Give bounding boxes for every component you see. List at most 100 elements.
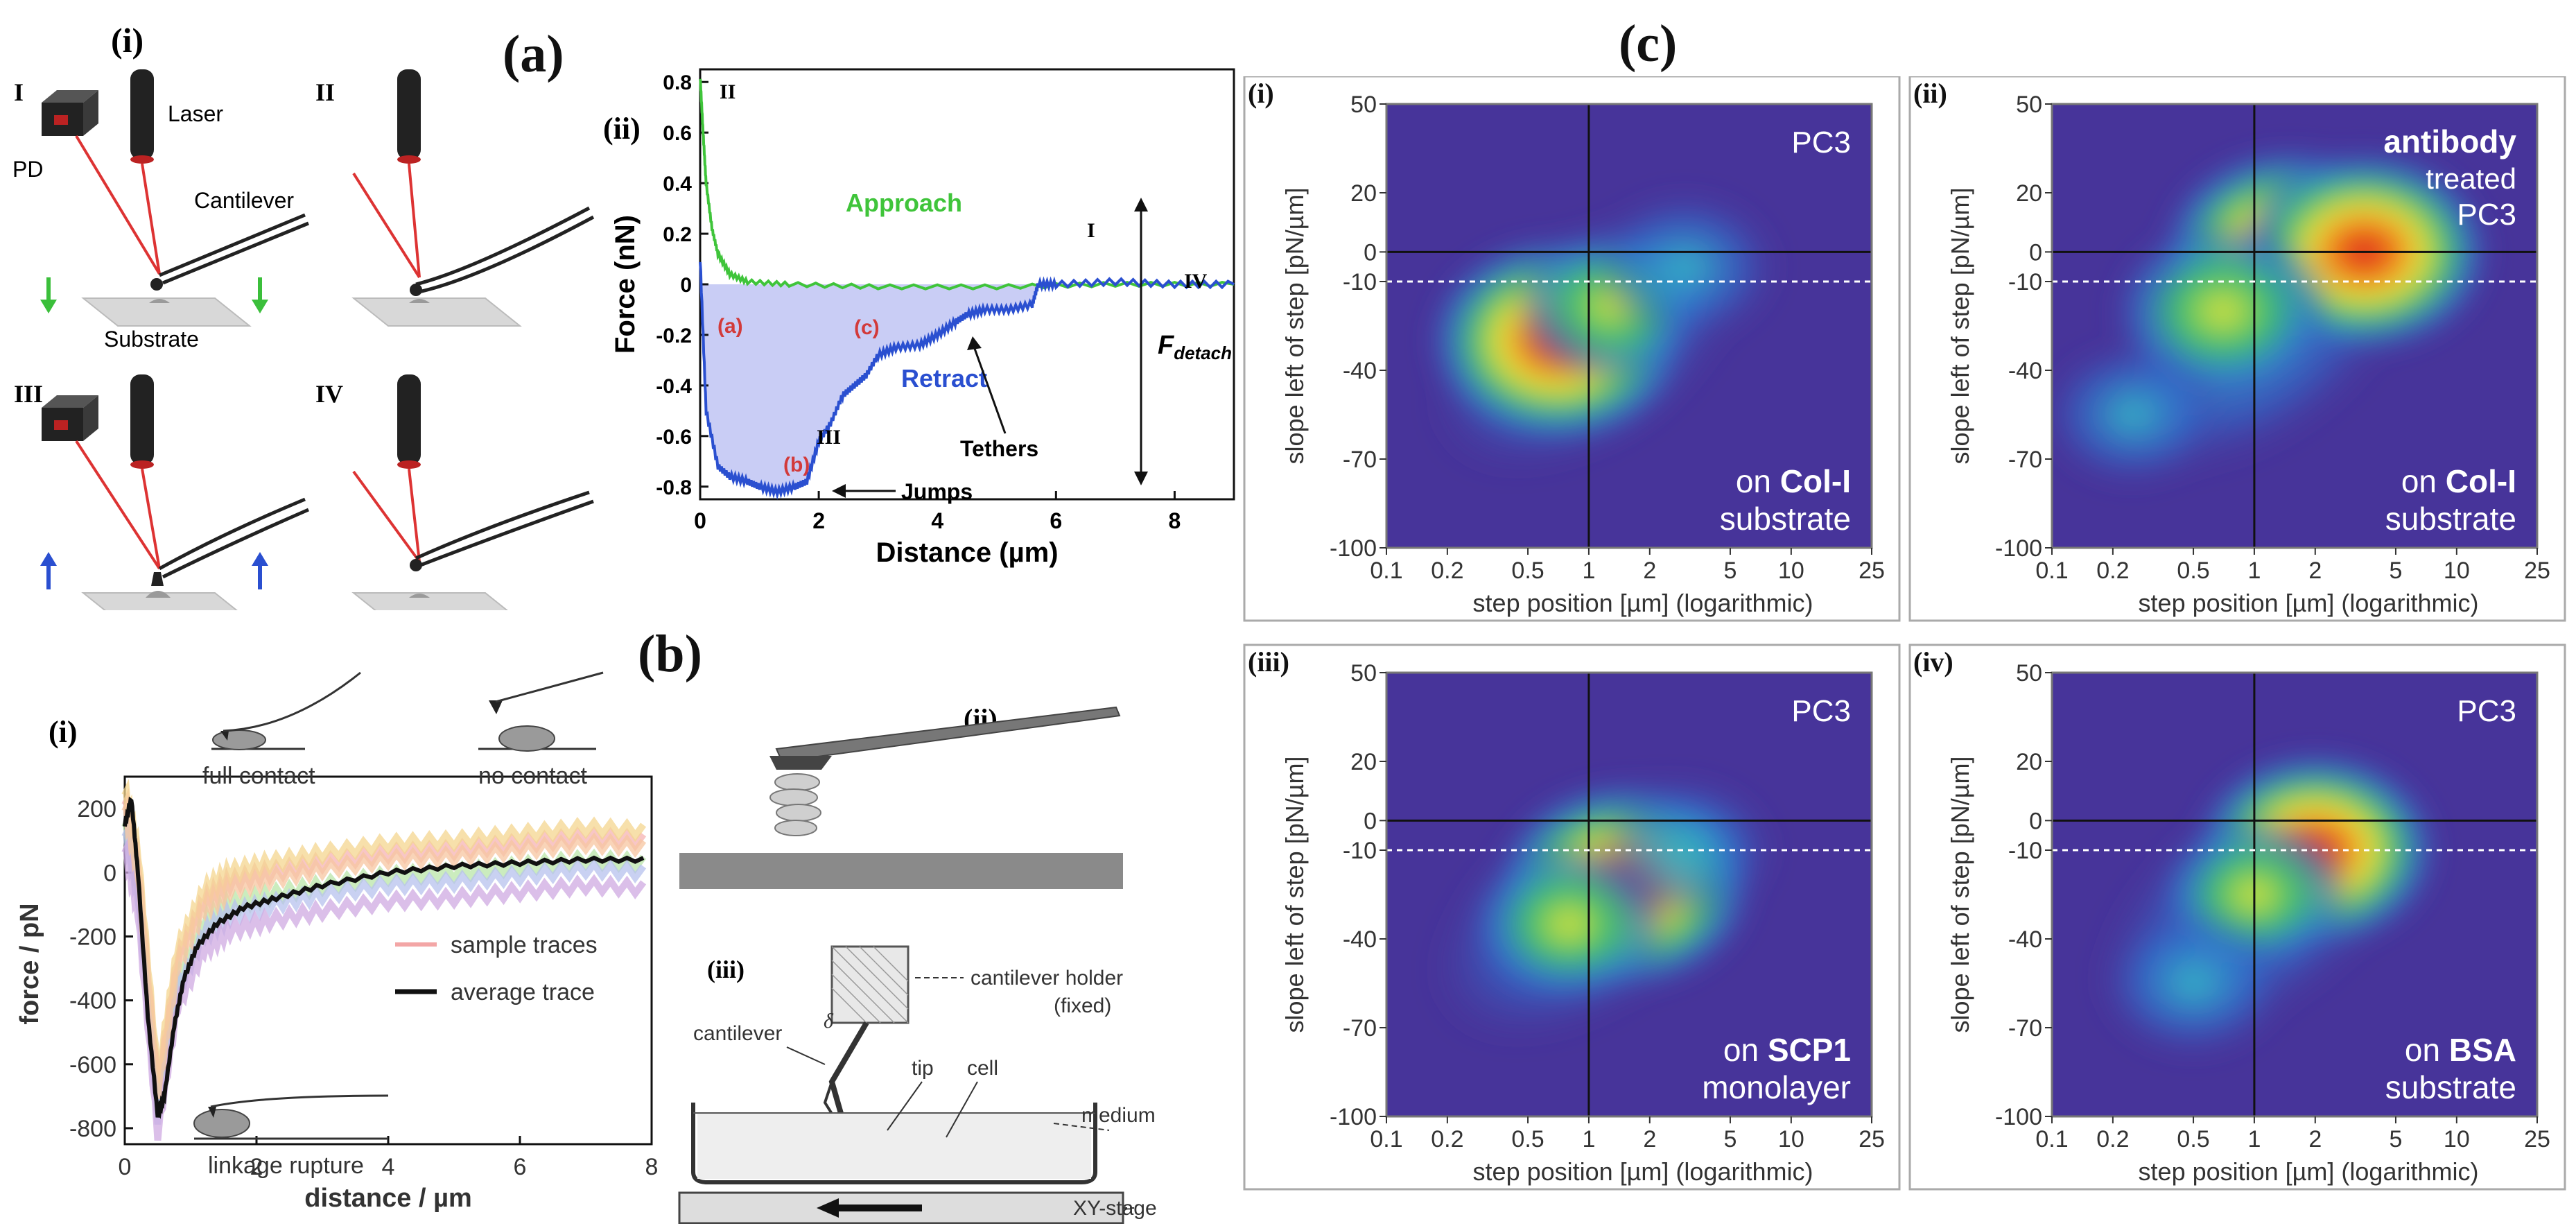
cell-label: cell: [967, 1057, 998, 1080]
heatmap-ytick-label: -40: [1343, 358, 1377, 384]
heatmap-xtick-label: 0.5: [2177, 1126, 2209, 1152]
heatmap-xtick-label: 1: [2247, 558, 2261, 584]
heatmap-ytick-label: -100: [1330, 1104, 1377, 1130]
step-i-label: I: [14, 78, 24, 106]
heatmap-xtick-label: 0.2: [2096, 558, 2129, 584]
a2-ytick-label: 0.8: [663, 71, 692, 94]
substrate-type-label: substrate: [1720, 501, 1851, 537]
heatmap-xtick-label: 25: [1859, 1126, 1885, 1152]
heatmap-panel-label: (ii): [1913, 78, 1947, 109]
b1-ytick-label: -600: [69, 1052, 116, 1078]
marker-b: (b): [783, 454, 810, 476]
heatmap-xtick-label: 0.5: [1511, 558, 1544, 584]
cantilever-label: Cantilever: [194, 188, 294, 213]
heatmap-panel-label: (iii): [1248, 646, 1289, 677]
heatmap-xtick-label: 0.2: [1431, 1126, 1463, 1152]
a2-ytick-label: -0.4: [656, 375, 692, 398]
heatmap-ytick-label: -10: [2008, 838, 2042, 864]
heatmap-ytick-label: -70: [1343, 1015, 1377, 1042]
heatmap-ytick-label: 0: [1364, 239, 1377, 266]
heatmap-xlabel: step position [µm] (logarithmic): [2139, 1157, 2479, 1186]
b1-xtick-label: 8: [645, 1154, 659, 1180]
stage-i-label: I: [1087, 219, 1095, 242]
heatmap-ytick-label: -100: [1330, 535, 1377, 562]
cell-line-label: PC3: [1791, 694, 1851, 728]
panel-b-label: (b): [638, 625, 702, 683]
heatmap-panel-label: (i): [1248, 78, 1274, 109]
heatmap-xtick-label: 1: [2247, 1126, 2261, 1152]
cell-line-label: PC3: [1791, 126, 1851, 159]
b1-ytick-label: -200: [69, 924, 116, 950]
heatmap-xtick-label: 1: [1582, 1126, 1595, 1152]
heatmap-peak: [2052, 341, 2225, 488]
a2-ytick-label: 0.2: [663, 223, 692, 246]
panel-a-label: (a): [503, 25, 564, 83]
heatmap-xtick-label: 0.5: [1511, 1126, 1544, 1152]
a2-xtick-label: 0: [694, 508, 706, 533]
retract-curve: [699, 261, 1235, 501]
heatmap-xtick-label: 0.1: [2035, 1126, 2068, 1152]
a2-ytick-label: 0.4: [663, 173, 692, 196]
heatmap-ytick-label: 0: [2029, 239, 2042, 266]
a2-xtick-label: 4: [931, 508, 943, 533]
no-contact-illustration: [478, 671, 604, 752]
heatmap-ytick-label: -100: [1995, 535, 2042, 562]
a2-ytick-label: 0.6: [663, 122, 692, 145]
heatmap-ytick-label: -40: [2008, 358, 2042, 384]
panel-a-i-schematic: (i) I Laser PD Cantilever Substrate II I…: [12, 21, 595, 610]
cell-line-label: PC3: [2457, 198, 2516, 232]
sample-trace-curve: [121, 794, 647, 1100]
heatmap-ytick-label: 20: [2016, 180, 2042, 207]
heatmap-ytick-label: -70: [2008, 1015, 2042, 1042]
linkage-rupture-illustration: [193, 1094, 389, 1140]
b1-xlabel: distance / µm: [304, 1184, 472, 1213]
heatmap-peak: [2098, 907, 2289, 1060]
panel-b-i-label: (i): [49, 715, 78, 749]
pd-label: PD: [12, 157, 43, 182]
full-contact-label: full contact: [202, 763, 315, 789]
stage-iv-label: IV: [1184, 270, 1208, 293]
a2-ytick-label: -0.2: [656, 325, 692, 347]
substrate-label: on SCP1: [1723, 1032, 1851, 1068]
heatmap-ytick-label: 20: [1350, 749, 1377, 775]
a2-xtick-label: 6: [1050, 508, 1062, 533]
b1-ylabel: force / pN: [15, 903, 44, 1024]
b1-ytick-label: 200: [77, 796, 116, 822]
heatmap-xtick-label: 10: [2444, 1126, 2470, 1152]
a2-xtick-label: 8: [1169, 508, 1181, 533]
approach-curve: [699, 78, 1235, 291]
heatmap-ytick-label: -100: [1995, 1104, 2042, 1130]
step-iii-label: III: [14, 380, 43, 408]
b1-xtick-label: 0: [119, 1154, 132, 1180]
heatmap-peak: [1593, 777, 1777, 924]
marker-a: (a): [717, 315, 743, 338]
sample-trace-curve: [121, 836, 647, 1141]
a2-ytick-label: 0: [680, 274, 692, 297]
heatmap-ytick-label: -70: [2008, 447, 2042, 473]
heatmap-xlabel: step position [µm] (logarithmic): [2139, 589, 2479, 617]
legend-average-label: average trace: [451, 979, 595, 1005]
legend-sample-label: sample traces: [451, 932, 598, 958]
b1-ytick-label: 0: [103, 860, 116, 886]
heatmap-xlabel: step position [µm] (logarithmic): [1473, 589, 1813, 617]
cantilever-holder-label: cantilever holder: [971, 967, 1123, 990]
xy-stage-label: XY-stage: [1073, 1197, 1157, 1220]
substrate-type-label: substrate: [2385, 501, 2516, 537]
a2-ytick-label: -0.8: [656, 476, 692, 499]
heatmap-xtick-label: 0.2: [1431, 558, 1463, 584]
step-iv-label: IV: [315, 380, 343, 408]
full-contact-illustration: [211, 671, 361, 750]
panel-b-ii-iii-schematic: (ii) (iii) cantilever holder (fixed) can…: [678, 703, 1157, 1224]
heatmap-ytick-label: 50: [1350, 660, 1377, 687]
no-contact-label: no contact: [478, 763, 587, 789]
tip-label: tip: [912, 1057, 934, 1080]
heatmap-peak: [1590, 190, 1781, 343]
b1-ytick-label: -800: [69, 1116, 116, 1142]
heatmap-ytick-label: 0: [2029, 808, 2042, 834]
heatmap-xtick-label: 1: [1582, 558, 1595, 584]
marker-c: (c): [854, 316, 880, 339]
